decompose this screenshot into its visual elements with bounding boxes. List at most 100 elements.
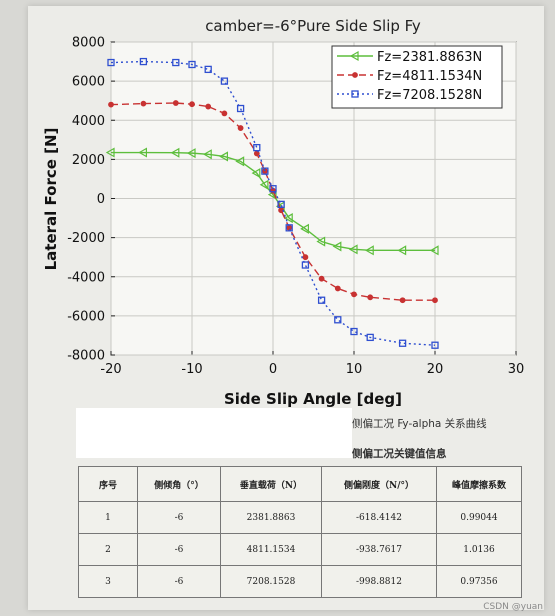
legend-label: Fz=7208.1528N (377, 88, 482, 103)
cell-vertical-load: 4811.1534 (220, 533, 322, 566)
cell-index: 2 (78, 533, 138, 566)
header-cornering-stiffness: 侧偏刚度（N/°） (321, 466, 437, 502)
table-caption: 侧偏工况关键值信息 (352, 448, 447, 460)
series-1-point (105, 147, 115, 158)
cell-peak-friction: 0.99044 (436, 501, 522, 534)
series-3-point (350, 327, 358, 336)
series-3-point (253, 143, 261, 152)
tick-labels: -20 -10 0 10 20 30 -8000 -6000 -4000 -2000 0 2000 40… (67, 36, 524, 378)
x-tick-label: 30 (508, 362, 525, 377)
legend-marker (349, 50, 359, 62)
legend: Fz=2381.8863N Fz=4811.1534N Fz=7208.1528N (331, 45, 503, 109)
table-header-row: 序号 侧倾角（°） 垂直载荷（N） 侧偏刚度（N/°） 峰值摩擦系数 (78, 466, 522, 502)
series-2-point (432, 297, 438, 304)
legend-entries: Fz=2381.8863N Fz=4811.1534N Fz=7208.1528N (337, 50, 482, 103)
series-3-line (110, 60, 436, 346)
series-2-point (351, 291, 357, 298)
series-2-point (237, 125, 244, 131)
redacted-region (76, 408, 352, 458)
y-tick-label: 8000 (72, 36, 105, 51)
series-1-point (332, 241, 342, 252)
y-tick-label: 0 (97, 192, 105, 207)
cell-peak-friction: 0.97356 (436, 565, 522, 598)
chart-title: camber=-6°Pure Side Slip Fy (205, 17, 421, 35)
series-3-point (334, 316, 342, 324)
legend-label: Fz=2381.8863N (377, 50, 482, 65)
table-row: 3 -6 7208.1528 -998.8812 0.97356 (78, 565, 522, 598)
series-3-point (277, 200, 285, 209)
legend-label: Fz=4811.1534N (377, 69, 482, 84)
y-tick-label: -8000 (67, 349, 105, 364)
cell-vertical-load: 7208.1528 (220, 565, 322, 598)
legend-marker (352, 72, 358, 78)
cell-camber: -6 (137, 501, 221, 534)
x-tick-label: -20 (100, 362, 121, 377)
x-tick-label: 10 (346, 362, 363, 377)
series-1-point (235, 156, 245, 167)
table-row: 2 -6 4811.1534 -938.7617 1.0136 (78, 533, 522, 566)
series-3-point (261, 167, 269, 175)
cell-camber: -6 (137, 533, 221, 566)
y-tick-label: 4000 (72, 114, 105, 129)
cell-index: 3 (78, 565, 138, 598)
cell-cornering-stiffness: -938.7617 (321, 533, 437, 566)
y-tick-label: 2000 (72, 153, 105, 168)
y-tick-label: -6000 (67, 309, 105, 324)
y-axis-label: Lateral Force [N] (42, 128, 60, 271)
header-camber: 侧倾角（°） (137, 466, 221, 502)
x-tick-label: -10 (181, 362, 202, 377)
series-1-point (283, 213, 293, 224)
series-1-point (316, 236, 326, 247)
series-3-point (398, 339, 407, 347)
lateral-force-chart: -20 -10 0 10 20 30 -8000 -6000 -4000 -2000 0 2000 40… (42, 17, 524, 408)
series-1-point (300, 223, 309, 234)
series-1-point (259, 179, 269, 190)
cell-index: 1 (78, 501, 138, 534)
x-tick-label: 20 (427, 362, 444, 377)
series-3-point (366, 333, 374, 342)
y-tick-label: -4000 (67, 270, 105, 285)
series-1-point (219, 151, 228, 162)
series-2-point (399, 297, 406, 304)
cell-peak-friction: 1.0136 (436, 533, 522, 566)
table-row: 1 -6 2381.8863 -618.4142 0.99044 (78, 501, 522, 534)
series-2-point (334, 285, 341, 292)
series-1-point (251, 168, 261, 179)
y-tick-label: 6000 (72, 75, 105, 90)
series-3-point (220, 77, 229, 85)
series-3-point (431, 341, 439, 349)
series-3-point (285, 224, 293, 232)
series-layer (105, 57, 439, 349)
series-2-point (172, 100, 179, 106)
series-3-point (107, 58, 115, 67)
series-1-line (111, 151, 435, 252)
x-axis-label: Side Slip Angle [deg] (224, 390, 402, 408)
series-1-point (429, 245, 439, 256)
y-tick-label: -2000 (67, 231, 105, 246)
series-3-point (236, 104, 245, 113)
series-3-point (204, 65, 212, 74)
series-2-point (318, 275, 325, 282)
series-1-point (364, 245, 374, 256)
series-2-point (221, 110, 228, 117)
series-1-point (348, 244, 358, 255)
series-1-point (186, 148, 196, 159)
series-3-point (172, 58, 180, 67)
series-2-point (140, 100, 147, 107)
series-1-point (202, 149, 212, 160)
key-values-table: 序号 侧倾角（°） 垂直载荷（N） 侧偏刚度（N/°） 峰值摩擦系数 1 -6 … (78, 466, 522, 598)
series-3-point (139, 57, 148, 66)
series-2 (108, 100, 438, 304)
header-peak-friction: 峰值摩擦系数 (436, 466, 522, 502)
series-2-point (367, 294, 374, 301)
legend-marker (351, 90, 359, 98)
cell-cornering-stiffness: -998.8812 (321, 565, 437, 598)
figure-caption: 侧偏工况 Fy-alpha 关系曲线 (352, 418, 487, 430)
x-tick-label: 0 (269, 362, 277, 377)
series-3-point (317, 296, 326, 304)
header-vertical-load: 垂直载荷（N） (220, 466, 322, 502)
cell-camber: -6 (137, 565, 221, 598)
series-3-point (269, 185, 277, 193)
series-1-point (138, 147, 147, 158)
series-2-point (189, 101, 195, 108)
